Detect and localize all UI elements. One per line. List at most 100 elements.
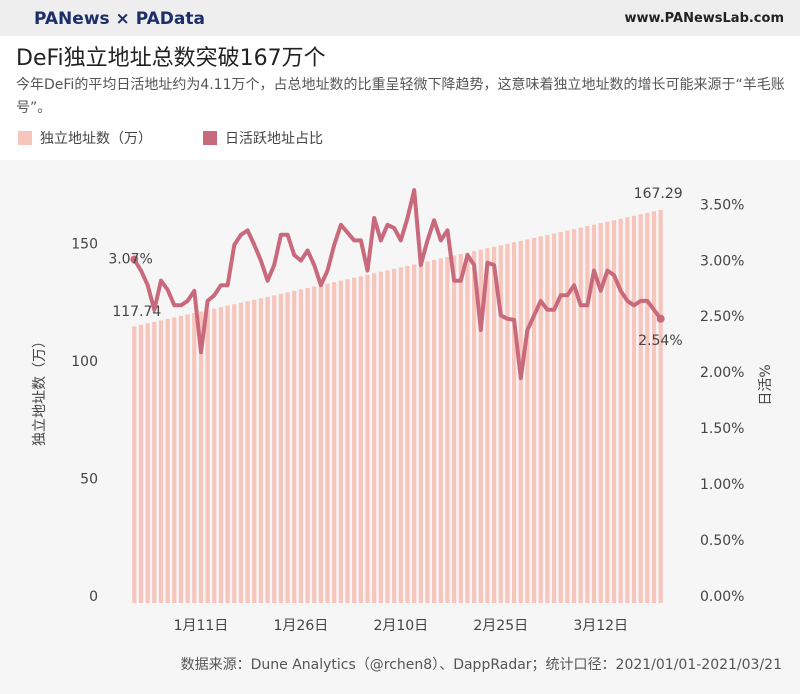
y2-tick-label: 1.50% — [700, 421, 744, 437]
chart-title: DeFi独立地址总数突破167万个 — [16, 46, 326, 71]
site-url: www.PANewsLab.com — [624, 11, 784, 26]
bar — [165, 318, 170, 603]
bar — [418, 262, 423, 603]
bar — [252, 299, 257, 603]
bar — [631, 215, 637, 603]
y2-tick-label: 1.00% — [700, 477, 744, 493]
x-tick-label: 2月25日 — [473, 618, 528, 634]
bar — [471, 251, 477, 603]
x-tick-label: 1月11日 — [174, 618, 229, 634]
line — [132, 188, 663, 381]
bar — [318, 285, 324, 603]
bar — [531, 237, 537, 603]
bar — [578, 227, 583, 603]
bar — [498, 245, 503, 603]
y-tick-label: 100 — [71, 354, 98, 370]
bar — [385, 270, 390, 603]
bar — [285, 292, 290, 603]
bar — [432, 259, 437, 603]
bar — [292, 290, 297, 603]
bar — [225, 305, 230, 603]
y-tick-label: 50 — [80, 472, 98, 488]
bar — [132, 326, 137, 603]
bar — [571, 229, 577, 603]
bar — [651, 211, 657, 603]
bar — [192, 313, 197, 603]
bar — [245, 301, 250, 603]
legend-swatch — [18, 131, 32, 145]
bar — [212, 308, 217, 603]
legend-label: 独立地址数（万） — [40, 131, 152, 147]
legend-label: 日活跃地址占比 — [225, 131, 323, 147]
bar — [645, 212, 650, 603]
bar — [272, 295, 277, 603]
bar — [345, 279, 350, 603]
bar — [505, 243, 510, 604]
bar — [265, 296, 270, 603]
y-axis-label: 独立地址数（万） — [32, 334, 48, 446]
bar — [478, 249, 483, 604]
line-point — [656, 314, 665, 323]
y2-tick-label: 0.00% — [700, 589, 744, 605]
bar — [545, 234, 550, 603]
bar — [298, 289, 304, 603]
header-bar: PANews × PAData www.PANewsLab.com — [0, 0, 800, 36]
bar — [465, 252, 470, 604]
bar — [145, 323, 150, 603]
bar — [485, 248, 490, 603]
bar — [305, 287, 310, 603]
y2-axis-label: 日活% — [758, 364, 774, 405]
bar — [185, 314, 190, 603]
bar — [198, 311, 204, 603]
bar — [398, 267, 403, 603]
y2-tick-label: 0.50% — [700, 533, 744, 549]
bar — [558, 231, 563, 603]
bar — [412, 264, 417, 603]
bar — [325, 283, 330, 603]
bar — [638, 214, 643, 603]
bar — [458, 254, 463, 603]
bar — [585, 226, 590, 603]
y2-tick-label: 3.00% — [700, 253, 744, 269]
line-value-label: 2.54% — [638, 333, 682, 349]
bar — [405, 265, 410, 603]
y2-tick-label: 2.00% — [700, 365, 744, 381]
bar — [378, 271, 383, 603]
bar — [565, 230, 570, 603]
bar — [372, 273, 377, 603]
legend-swatch — [203, 131, 217, 145]
bar — [658, 209, 663, 603]
bar — [551, 233, 557, 603]
bar — [425, 261, 430, 603]
y-tick-label: 0 — [89, 589, 98, 605]
bar — [138, 324, 144, 603]
brand: PANews × PAData — [34, 9, 205, 29]
bar — [445, 257, 450, 603]
bar — [598, 223, 603, 603]
bar — [618, 218, 623, 603]
y-tick-label: 150 — [71, 237, 98, 253]
bar — [365, 274, 370, 603]
bar — [312, 286, 317, 603]
bar — [232, 304, 237, 603]
bar — [172, 317, 177, 603]
bar — [338, 280, 344, 603]
y2-tick-label: 3.50% — [700, 197, 744, 213]
bar-value-label: 117.74 — [112, 304, 161, 320]
bar — [158, 320, 164, 603]
bar — [238, 302, 244, 603]
bar — [392, 268, 397, 603]
bar — [611, 220, 617, 603]
bar — [205, 310, 210, 603]
bar — [438, 258, 443, 603]
bar — [152, 321, 157, 603]
bar — [358, 276, 363, 603]
y2-tick-label: 2.50% — [700, 309, 744, 325]
bar — [511, 242, 517, 603]
bar — [258, 298, 264, 603]
bar — [591, 224, 597, 603]
bar — [538, 236, 543, 603]
x-tick-label: 1月26日 — [274, 618, 329, 634]
source-note: 数据来源：Dune Analytics（@rchen8）、DappRadar；统… — [180, 657, 782, 673]
